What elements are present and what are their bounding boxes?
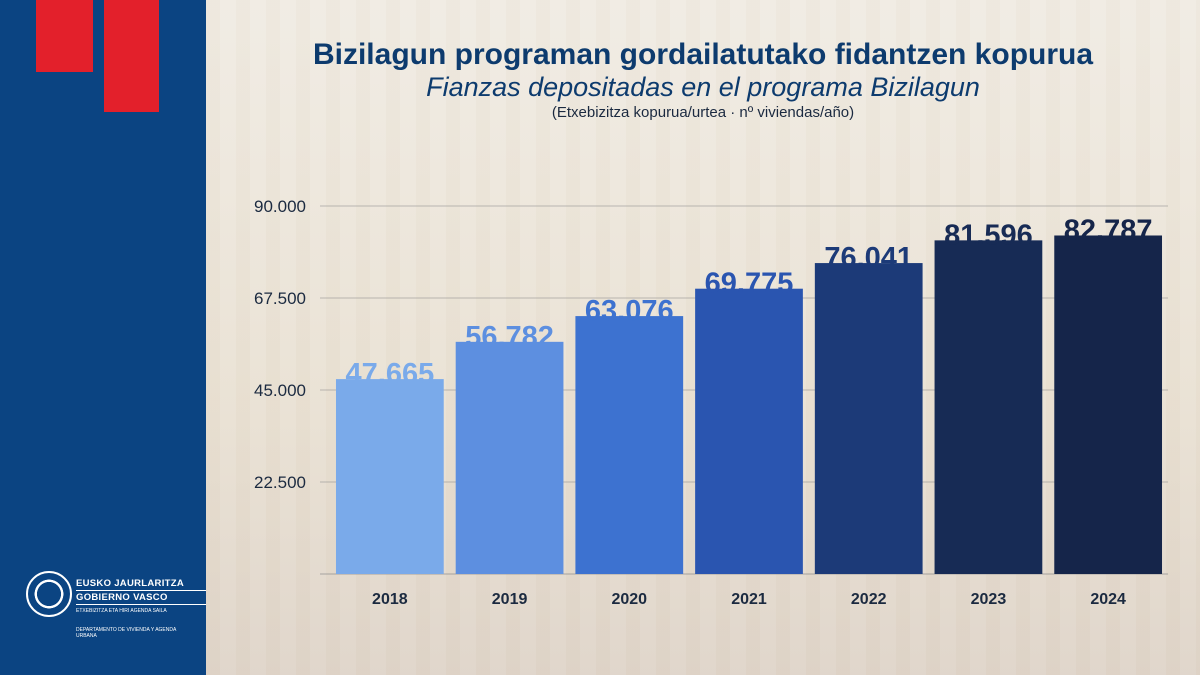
x-tick-label: 2018 [372, 591, 408, 608]
coat-of-arms-icon [26, 571, 72, 617]
bar-2023 [934, 240, 1043, 574]
x-tick-label: 2020 [611, 591, 647, 608]
y-tick-label: 67.500 [254, 289, 306, 308]
logo-divider [76, 604, 206, 605]
bar-2024 [1054, 235, 1163, 574]
x-tick-label: 2022 [851, 591, 887, 608]
logo-divider [76, 590, 206, 591]
x-tick-label: 2021 [731, 591, 767, 608]
bar-2018 [335, 379, 444, 574]
logo-name-basque: EUSKO JAURLARITZA [76, 578, 185, 589]
data-label-2024: 82.787 [1064, 214, 1153, 246]
y-tick-label: 45.000 [254, 381, 306, 400]
logo-name-spanish: GOBIERNO VASCO [76, 592, 168, 603]
data-label-2018: 47.665 [346, 358, 435, 390]
department-name-spanish: DEPARTAMENTO DE VIVIENDA Y AGENDA URBANA [76, 627, 177, 639]
x-tick-label: 2023 [971, 591, 1007, 608]
x-tick-label: 2024 [1090, 591, 1126, 608]
government-logo: EUSKO JAURLARITZA GOBIERNO VASCO ETXEBIZ… [26, 571, 206, 641]
data-label-2021: 69.775 [705, 268, 794, 300]
bar-2021 [695, 288, 803, 574]
bar-2019 [455, 341, 564, 574]
y-tick-label: 90.000 [254, 197, 306, 216]
brand-red-block-right [104, 0, 159, 112]
department-name-basque: ETXEBIZITZA ETA HIRI AGENDA SAILA [76, 608, 167, 614]
chart-title: Bizilagun programan gordailatutako fidan… [312, 38, 1094, 71]
data-label-2022: 76.041 [824, 242, 913, 274]
data-label-2019: 56.782 [465, 321, 554, 353]
sidebar-panel [0, 0, 206, 675]
bar-2020 [575, 316, 684, 574]
brand-red-block-left [36, 0, 93, 72]
chart-subtitle-spanish: Fianzas depositadas en el programa Bizil… [426, 72, 980, 102]
data-label-2023: 81.596 [944, 219, 1033, 251]
bar-2022 [814, 263, 923, 574]
chart-unit-note: (Etxebizitza kopurua/urtea · nº vivienda… [551, 104, 855, 121]
y-tick-label: 22.500 [254, 473, 306, 492]
data-label-2020: 63.076 [585, 295, 674, 327]
x-tick-label: 2019 [492, 591, 528, 608]
